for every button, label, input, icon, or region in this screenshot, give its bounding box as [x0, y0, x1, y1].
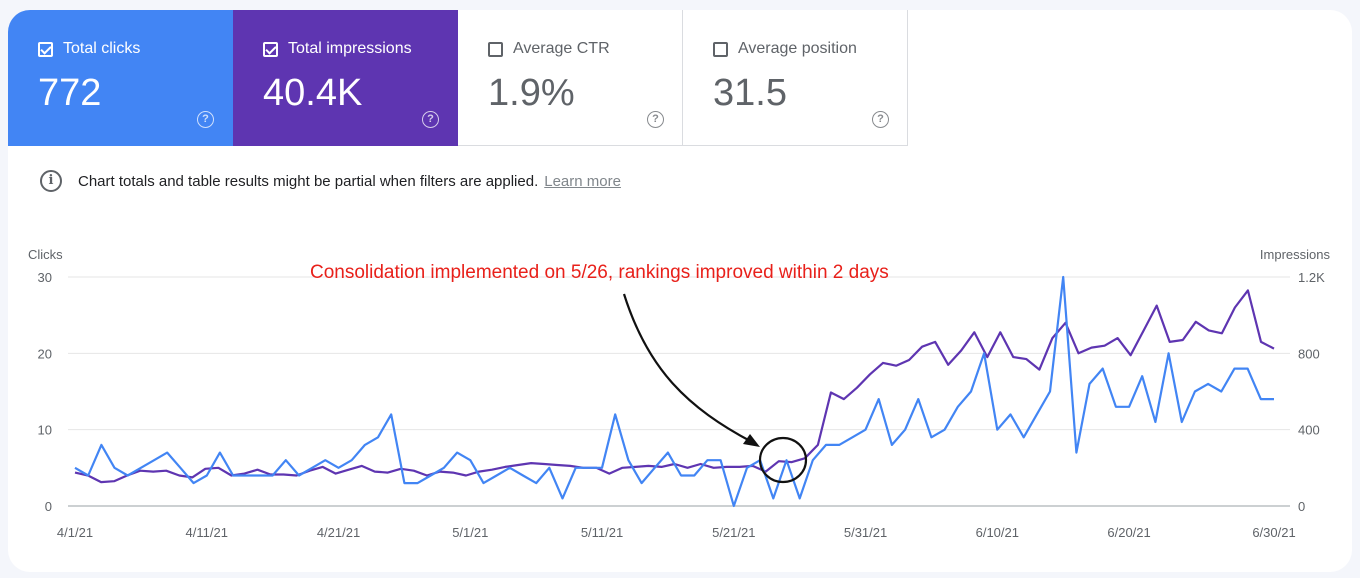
right-tick-label: 0 [1298, 499, 1305, 514]
metric-value: 31.5 [713, 72, 787, 114]
annotation-text: Consolidation implemented on 5/26, ranki… [310, 262, 889, 283]
metric-value: 40.4K [263, 72, 363, 114]
checkbox-unchecked-icon[interactable] [488, 41, 503, 57]
help-circle-icon[interactable]: ? [197, 111, 214, 128]
metric-average-position[interactable]: Average position 31.5 ? [683, 10, 908, 146]
metric-total-impressions[interactable]: Total impressions 40.4K ? [233, 10, 458, 146]
x-tick-label: 6/10/21 [976, 525, 1019, 540]
metric-header: Total clicks [38, 40, 140, 58]
x-tick-label: 4/21/21 [317, 525, 360, 540]
help-circle-icon[interactable]: ? [422, 111, 439, 128]
checkbox-checked-icon[interactable] [263, 41, 278, 57]
x-tick-label: 6/20/21 [1107, 525, 1150, 540]
x-tick-label: 6/30/21 [1252, 525, 1295, 540]
metric-value: 772 [38, 72, 102, 114]
metric-label: Total clicks [63, 40, 141, 57]
gridlines [68, 276, 1290, 507]
x-tick-label: 4/1/21 [57, 525, 93, 540]
y-tick-labels: 0 0 10 400 20 800 30 1.2K [38, 270, 1326, 514]
info-icon: i [40, 170, 62, 192]
help-circle-icon[interactable]: ? [647, 111, 664, 128]
x-tick-label: 5/31/21 [844, 525, 887, 540]
left-tick-label: 10 [38, 423, 52, 438]
metric-header: Average CTR [488, 40, 610, 58]
x-tick-label: 5/21/21 [712, 525, 755, 540]
clicks-series-line [74, 275, 1274, 508]
checkbox-checked-icon[interactable] [38, 41, 53, 57]
metric-header: Average position [713, 40, 857, 58]
annotation-arrowhead [743, 434, 760, 447]
x-tick-label: 4/11/21 [186, 525, 228, 540]
partial-results-notice: i Chart totals and table results might b… [40, 170, 621, 192]
left-axis-label: Clicks [28, 247, 63, 262]
x-tick-label: 5/1/21 [452, 525, 488, 540]
learn-more-link[interactable]: Learn more [544, 172, 621, 190]
metric-label: Total impressions [288, 40, 412, 57]
performance-card: Total clicks 772 ? Total impressions 40.… [8, 10, 1352, 572]
performance-chart: Clicks Impressions 0 0 10 400 20 800 30 1.2K 4/… [28, 247, 1331, 540]
left-tick-label: 30 [38, 270, 52, 285]
metric-total-clicks[interactable]: Total clicks 772 ? [8, 10, 233, 146]
right-tick-label: 1.2K [1298, 270, 1325, 285]
checkbox-unchecked-icon[interactable] [713, 41, 728, 57]
metric-average-ctr[interactable]: Average CTR 1.9% ? [458, 10, 683, 146]
right-tick-label: 800 [1298, 346, 1320, 361]
metric-cards: Total clicks 772 ? Total impressions 40.… [8, 10, 908, 146]
metric-header: Total impressions [263, 40, 412, 58]
metric-label: Average position [738, 40, 857, 57]
annotation-arrow [622, 293, 753, 443]
notice-text: Chart totals and table results might be … [78, 172, 539, 190]
x-tick-label: 5/11/21 [581, 525, 623, 540]
left-tick-label: 0 [45, 499, 52, 514]
metric-label: Average CTR [513, 40, 610, 57]
right-tick-label: 400 [1298, 423, 1320, 438]
help-circle-icon[interactable]: ? [872, 111, 889, 128]
x-tick-labels: 4/1/21 4/11/21 4/21/21 5/1/21 5/11/21 5/21/21… [57, 525, 1296, 540]
right-axis-label: Impressions [1260, 247, 1331, 262]
left-tick-label: 20 [38, 346, 52, 361]
metric-value: 1.9% [488, 72, 575, 114]
annotation-circle [758, 436, 808, 484]
